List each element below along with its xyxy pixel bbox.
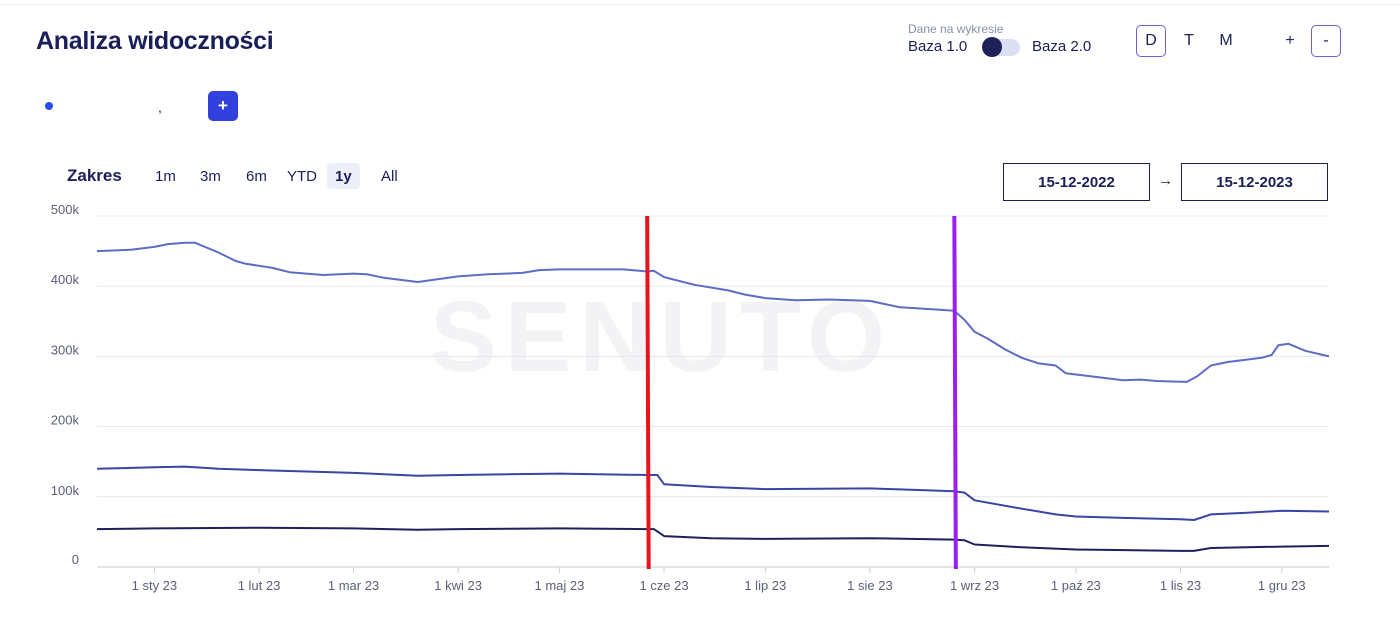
- x-tick-label: 1 kwi 23: [434, 578, 482, 593]
- y-tick-label: 200k: [51, 413, 80, 428]
- series-legend-dot: [45, 102, 53, 110]
- range-6m[interactable]: 6m: [246, 167, 267, 185]
- date-to-input[interactable]: 15-12-2023: [1181, 163, 1328, 201]
- date-from-input[interactable]: 15-12-2022: [1003, 163, 1150, 201]
- add-series-button[interactable]: +: [208, 91, 238, 121]
- x-tick-label: 1 lip 23: [744, 578, 786, 593]
- y-tick-label: 400k: [51, 272, 80, 287]
- date-range-arrow: →: [1158, 172, 1173, 189]
- y-tick-label: 300k: [51, 342, 80, 357]
- x-tick-label: 1 gru 23: [1258, 578, 1306, 593]
- range-all[interactable]: All: [381, 167, 398, 185]
- base-toggle[interactable]: [982, 37, 1020, 57]
- interval-week-button[interactable]: T: [1184, 32, 1194, 49]
- x-tick-label: 1 mar 23: [328, 578, 379, 593]
- top-divider: [0, 4, 1400, 5]
- legend-separator: ,: [158, 99, 162, 115]
- series-line-2: [96, 465, 1330, 521]
- event-marker-line-1: [645, 215, 651, 570]
- zoom-out-button[interactable]: -: [1311, 25, 1341, 57]
- y-tick-label: 100k: [51, 483, 80, 498]
- zoom-in-button[interactable]: +: [1285, 32, 1295, 49]
- range-label: Zakres: [67, 166, 122, 185]
- toggle-knob: [982, 37, 1002, 57]
- series-line-1: [96, 241, 1330, 383]
- x-tick-label: 1 lis 23: [1160, 578, 1201, 593]
- event-marker-line-2: [952, 215, 958, 570]
- x-tick-label: 1 maj 23: [534, 578, 584, 593]
- y-tick-label: 500k: [51, 202, 80, 217]
- y-tick-label: 0: [72, 552, 79, 567]
- x-tick-label: 1 sty 23: [132, 578, 178, 593]
- interval-month-button[interactable]: M: [1219, 32, 1233, 49]
- range-3m[interactable]: 3m: [200, 167, 221, 185]
- base-1-label: Baza 1.0: [908, 38, 968, 55]
- x-tick-label: 1 cze 23: [639, 578, 688, 593]
- series-line-3: [96, 526, 1330, 552]
- x-tick-label: 1 lut 23: [238, 578, 281, 593]
- x-tick-label: 1 wrz 23: [950, 578, 999, 593]
- x-tick-label: 1 sie 23: [847, 578, 893, 593]
- range-ytd[interactable]: YTD: [287, 167, 317, 185]
- page-title: Analiza widoczności: [36, 27, 274, 55]
- x-tick-label: 1 paź 23: [1051, 578, 1101, 593]
- base-2-label: Baza 2.0: [1032, 38, 1092, 55]
- range-1m[interactable]: 1m: [155, 167, 176, 185]
- interval-day-button[interactable]: D: [1136, 25, 1166, 57]
- range-1y[interactable]: 1y: [327, 163, 360, 189]
- data-source-caption: Dane na wykresie: [908, 22, 1004, 36]
